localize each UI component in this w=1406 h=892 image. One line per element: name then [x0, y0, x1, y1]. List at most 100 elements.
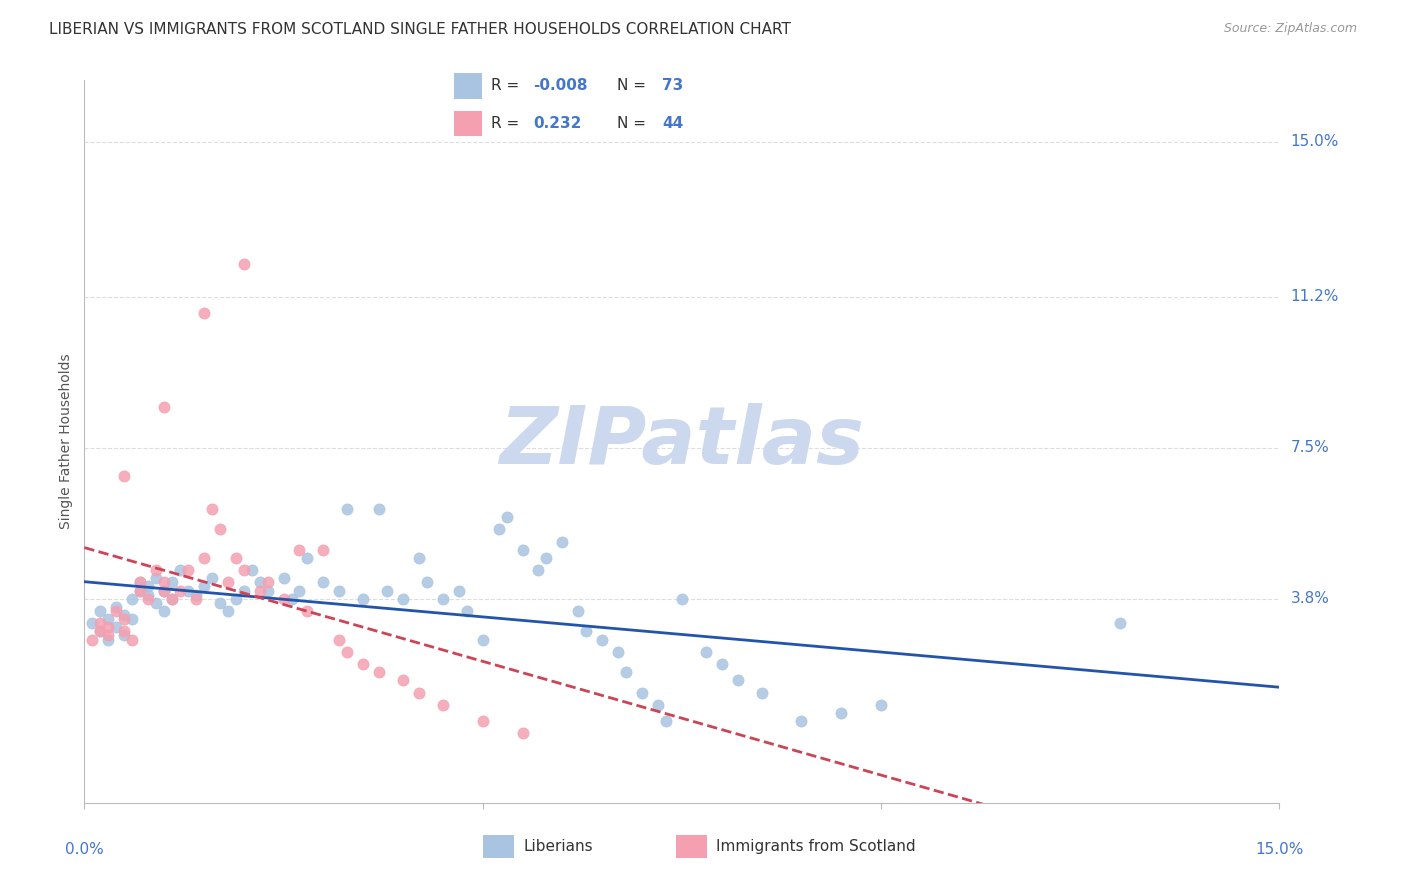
Point: [527, 563, 550, 577]
Point: [280, 591, 302, 606]
Point: [112, 628, 135, 642]
Point: [82, 616, 104, 631]
Point: [129, 583, 152, 598]
Point: [184, 591, 207, 606]
Text: 7.5%: 7.5%: [1291, 440, 1329, 455]
Point: [336, 645, 359, 659]
Point: [710, 657, 733, 671]
Text: R =: R =: [491, 116, 529, 131]
Point: [671, 591, 693, 606]
Point: [112, 624, 135, 639]
Point: [830, 706, 852, 720]
Point: [160, 591, 183, 606]
Point: [121, 612, 143, 626]
Point: [471, 632, 494, 647]
Point: [249, 583, 271, 598]
Point: [217, 604, 239, 618]
Point: [352, 657, 374, 671]
Point: [169, 583, 191, 598]
Point: [112, 612, 135, 626]
Point: [408, 550, 430, 565]
Point: [408, 685, 430, 699]
Point: [591, 632, 613, 647]
Point: [495, 510, 517, 524]
Point: [89, 624, 111, 639]
Text: Immigrants from Scotland: Immigrants from Scotland: [717, 839, 917, 854]
Point: [432, 698, 454, 712]
Point: [256, 575, 278, 590]
Point: [368, 665, 391, 680]
Point: [870, 698, 893, 712]
Point: [232, 583, 254, 598]
Point: [129, 575, 152, 590]
Text: 15.0%: 15.0%: [1256, 842, 1303, 856]
Point: [375, 583, 398, 598]
Point: [193, 550, 215, 565]
Point: [695, 645, 717, 659]
Point: [129, 583, 152, 598]
Point: [240, 563, 263, 577]
Point: [655, 714, 678, 728]
Point: [512, 542, 534, 557]
Point: [273, 571, 295, 585]
Text: R =: R =: [491, 78, 524, 94]
Point: [288, 583, 311, 598]
Point: [105, 620, 128, 634]
Text: LIBERIAN VS IMMIGRANTS FROM SCOTLAND SINGLE FATHER HOUSEHOLDS CORRELATION CHART: LIBERIAN VS IMMIGRANTS FROM SCOTLAND SIN…: [49, 22, 792, 37]
Text: 0.0%: 0.0%: [65, 842, 104, 856]
Point: [145, 571, 167, 585]
Point: [153, 583, 176, 598]
Text: Liberians: Liberians: [523, 839, 593, 854]
Text: 0.232: 0.232: [533, 116, 581, 131]
Point: [447, 583, 470, 598]
Point: [416, 575, 439, 590]
Point: [112, 607, 135, 622]
Point: [256, 583, 278, 598]
Point: [136, 579, 159, 593]
Point: [232, 563, 254, 577]
Point: [89, 624, 111, 639]
Point: [312, 542, 335, 557]
Point: [536, 550, 558, 565]
Point: [208, 522, 231, 536]
Point: [297, 550, 319, 565]
Point: [184, 588, 207, 602]
Text: 11.2%: 11.2%: [1291, 289, 1339, 304]
Text: 73: 73: [662, 78, 683, 94]
Point: [352, 591, 374, 606]
Point: [153, 575, 176, 590]
FancyBboxPatch shape: [454, 111, 482, 136]
Text: ZIPatlas: ZIPatlas: [499, 402, 865, 481]
Point: [551, 534, 574, 549]
Point: [273, 591, 295, 606]
Point: [129, 575, 152, 590]
Point: [97, 612, 120, 626]
Point: [121, 632, 143, 647]
Point: [160, 575, 183, 590]
Point: [201, 502, 224, 516]
Point: [145, 596, 167, 610]
Point: [312, 575, 335, 590]
Point: [368, 502, 391, 516]
Point: [249, 575, 271, 590]
Point: [232, 257, 254, 271]
Point: [145, 563, 167, 577]
Point: [392, 591, 415, 606]
Text: 3.8%: 3.8%: [1291, 591, 1330, 607]
Point: [328, 583, 350, 598]
Point: [153, 400, 176, 414]
Point: [575, 624, 598, 639]
Point: [169, 563, 191, 577]
Point: [160, 591, 183, 606]
Point: [193, 579, 215, 593]
Point: [751, 685, 773, 699]
FancyBboxPatch shape: [454, 73, 482, 99]
Point: [217, 575, 239, 590]
Point: [631, 685, 654, 699]
Point: [225, 550, 247, 565]
Point: [136, 588, 159, 602]
Point: [471, 714, 494, 728]
Point: [193, 306, 215, 320]
Point: [97, 620, 120, 634]
Point: [89, 604, 111, 618]
